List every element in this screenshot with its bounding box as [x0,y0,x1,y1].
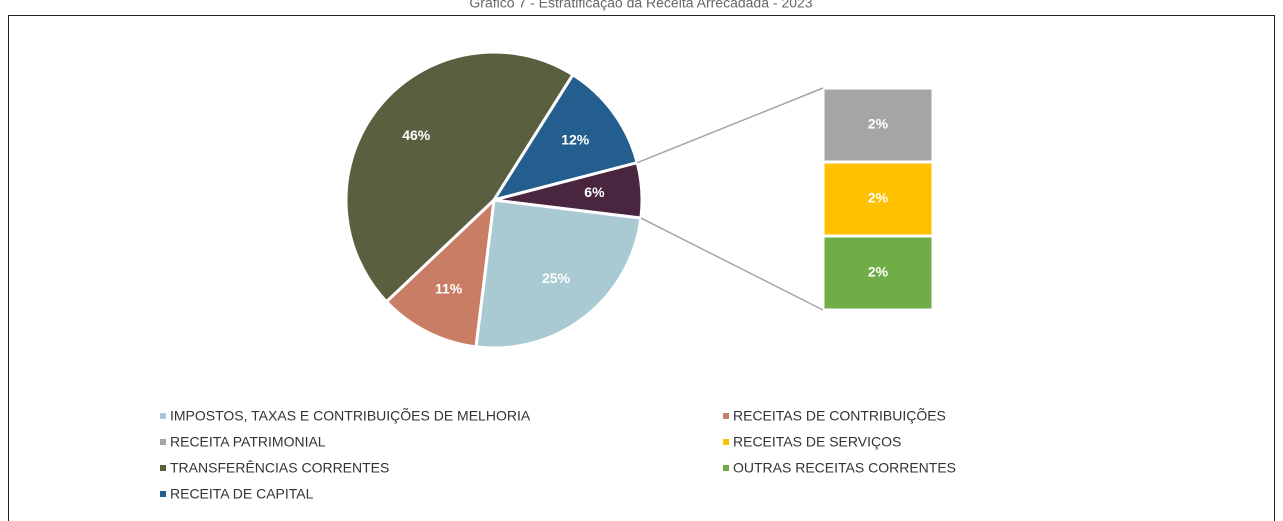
legend-swatch [160,491,166,497]
data-label: 2% [868,190,889,206]
chart-title: Gráfico 7 - Estratificação da Receita Ar… [469,0,812,11]
legend-label: RECEITA PATRIMONIAL [170,434,326,450]
data-label: 6% [584,184,605,200]
legend-label: IMPOSTOS, TAXAS E CONTRIBUIÇÕES DE MELHO… [170,408,531,424]
legend-label: RECEITAS DE SERVIÇOS [733,434,901,450]
connector-line [640,217,824,311]
legend-swatch [160,465,166,471]
pie-slice [490,72,640,203]
legend-label: RECEITAS DE CONTRIBUIÇÕES [733,408,946,424]
legend-label: OUTRAS RECEITAS CORRENTES [733,460,956,476]
data-label: 11% [435,281,463,297]
data-label: 2% [868,116,889,132]
bar-segment [821,234,935,312]
data-label: 2% [868,264,889,280]
pie-slice [493,160,644,220]
legend-label: TRANSFERÊNCIAS CORRENTES [170,460,389,476]
chart-frame [8,15,1275,521]
legend-swatch [723,465,729,471]
pie-slice [474,198,643,350]
data-label: 25% [542,270,571,286]
legend-swatch [723,413,729,419]
pie-slice [384,196,496,349]
bar-segment [821,86,935,164]
pie-slice [344,50,575,304]
legend-swatch [160,439,166,445]
legend-label: RECEITA DE CAPITAL [170,486,314,502]
data-label: 46% [402,127,431,143]
legend-swatch [723,439,729,445]
connector-line [636,87,824,164]
legend-swatch [160,413,166,419]
data-label: 12% [561,131,590,147]
